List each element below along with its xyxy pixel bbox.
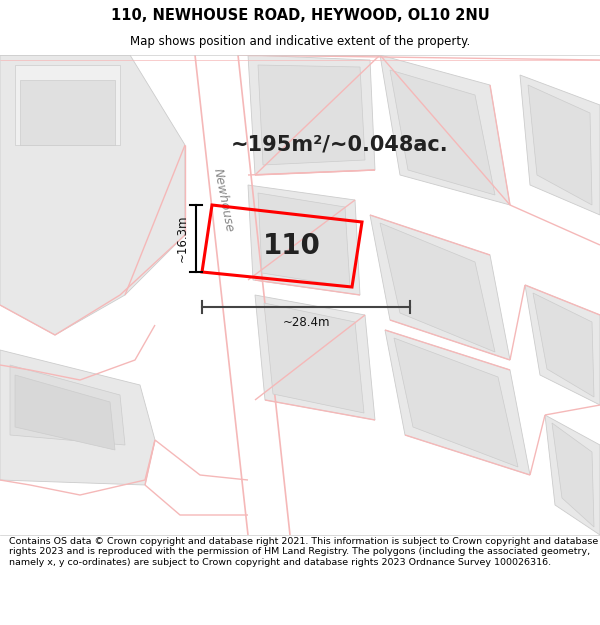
- Polygon shape: [0, 350, 155, 485]
- Text: ~16.3m: ~16.3m: [176, 215, 188, 262]
- Text: ~195m²/~0.048ac.: ~195m²/~0.048ac.: [231, 135, 449, 155]
- Polygon shape: [20, 80, 115, 145]
- Polygon shape: [15, 65, 120, 145]
- Polygon shape: [258, 65, 365, 165]
- Polygon shape: [255, 295, 375, 420]
- Polygon shape: [370, 215, 510, 360]
- Polygon shape: [258, 193, 350, 287]
- Polygon shape: [545, 415, 600, 535]
- Polygon shape: [380, 223, 495, 352]
- Polygon shape: [394, 338, 518, 467]
- Text: 110, NEWHOUSE ROAD, HEYWOOD, OL10 2NU: 110, NEWHOUSE ROAD, HEYWOOD, OL10 2NU: [110, 8, 490, 23]
- Text: ~28.4m: ~28.4m: [282, 316, 330, 329]
- Polygon shape: [528, 85, 592, 205]
- Text: Contains OS data © Crown copyright and database right 2021. This information is : Contains OS data © Crown copyright and d…: [9, 537, 598, 566]
- Polygon shape: [380, 55, 510, 205]
- Polygon shape: [248, 185, 360, 295]
- Polygon shape: [390, 70, 495, 195]
- Polygon shape: [385, 330, 530, 475]
- Polygon shape: [10, 365, 125, 445]
- Text: Map shows position and indicative extent of the property.: Map shows position and indicative extent…: [130, 35, 470, 48]
- Polygon shape: [264, 303, 364, 413]
- Polygon shape: [520, 75, 600, 215]
- Polygon shape: [552, 423, 594, 527]
- Polygon shape: [195, 55, 290, 535]
- Polygon shape: [533, 293, 594, 397]
- Text: 110: 110: [263, 232, 321, 261]
- Polygon shape: [15, 375, 115, 450]
- Text: Newhouse: Newhouse: [211, 167, 236, 233]
- Polygon shape: [0, 55, 185, 335]
- Polygon shape: [248, 55, 375, 175]
- Polygon shape: [525, 285, 600, 405]
